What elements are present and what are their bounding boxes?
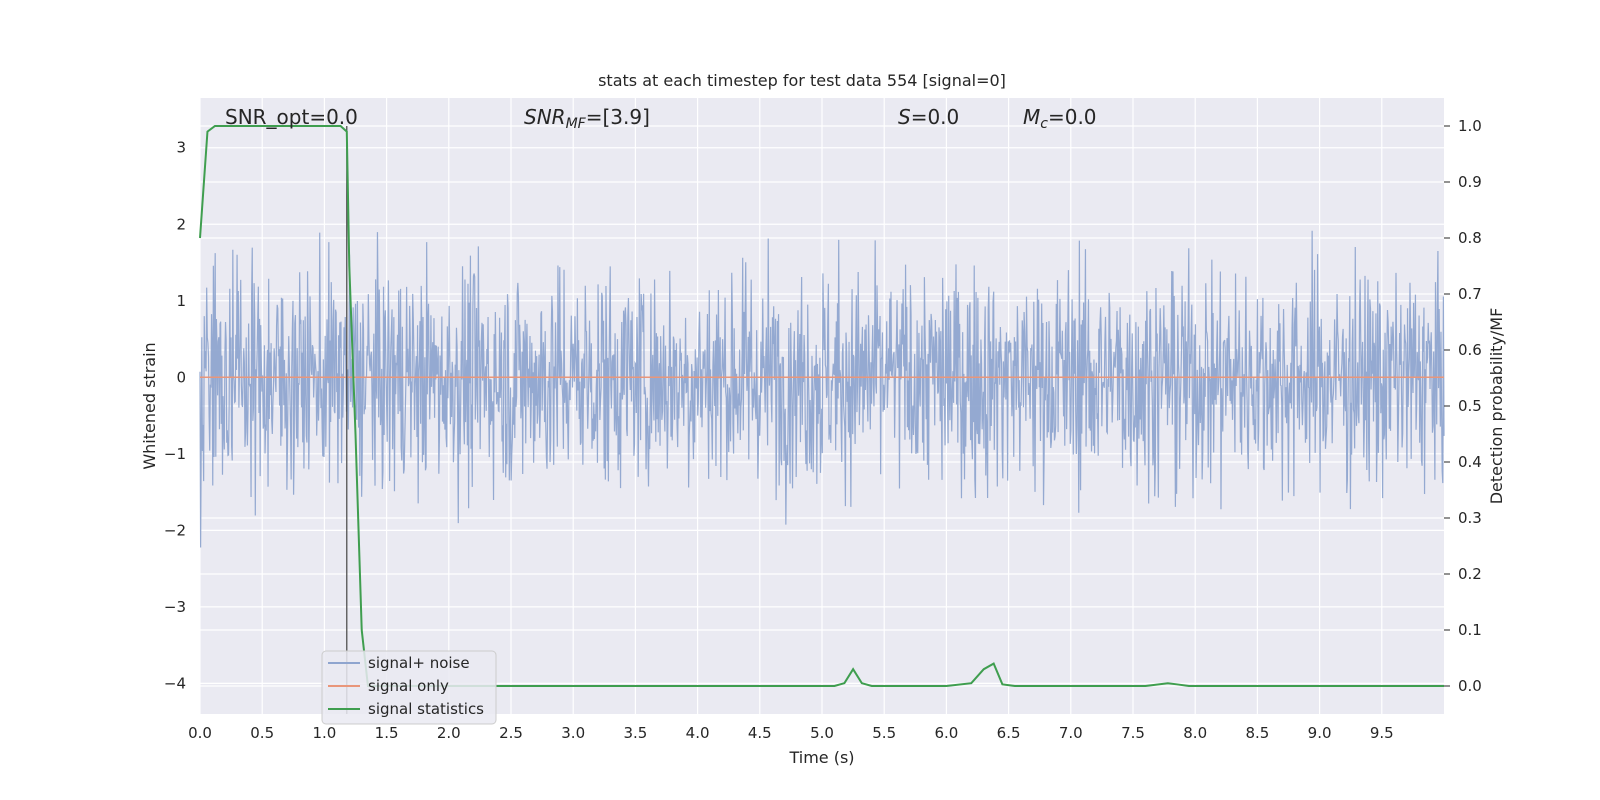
y-right-tick-label: 0.8 [1458, 229, 1482, 247]
x-tick-label: 4.0 [686, 724, 710, 742]
x-tick-label: 5.0 [810, 724, 834, 742]
y-left-tick-label: 2 [176, 215, 186, 233]
x-tick-label: 2.0 [437, 724, 461, 742]
legend-box [321, 650, 497, 725]
y-left-tick-label: −1 [164, 445, 186, 463]
y-left-tick-label: 3 [176, 139, 186, 157]
x-tick-label: 0.0 [188, 724, 212, 742]
annotation-mc: Mc=0.0 [1023, 105, 1097, 132]
y-left-tick-label: −4 [164, 674, 186, 692]
x-tick-label: 1.5 [375, 724, 399, 742]
x-tick-label: 3.0 [561, 724, 585, 742]
legend-label-signal-only: signal only [368, 677, 449, 695]
x-tick-label: 6.5 [997, 724, 1021, 742]
x-tick-label: 8.0 [1183, 724, 1207, 742]
x-axis-ticks: 0.0 0.5 1.0 1.5 2.0 2.5 3.0 3.5 4.0 4.5 5.0 5.5 6.0 6… [188, 724, 1394, 742]
x-tick-label: 7.5 [1121, 724, 1145, 742]
y-left-axis-ticks: 3 2 1 0 −1 −2 −3 −4 [164, 139, 186, 693]
y-left-tick-label: 0 [176, 368, 186, 386]
y-right-tick-label: 0.0 [1458, 677, 1482, 695]
annotation-snr-opt: SNR_opt=0.0 [225, 105, 358, 129]
y-left-tick-label: −2 [164, 521, 186, 539]
y-right-axis-label: Detection probability/MF [1487, 308, 1506, 505]
x-tick-label: 6.0 [934, 724, 958, 742]
annotation-snr-mf-symbol: SNR [524, 105, 566, 129]
y-right-tick-label: 0.6 [1458, 341, 1482, 359]
y-left-axis-label: Whitened strain [140, 342, 159, 469]
series-signal-statistics [199, 125, 1444, 687]
annotation-snr-mf: SNRMF=[3.9] [524, 105, 650, 132]
y-right-tick-label: 0.5 [1458, 397, 1482, 415]
x-tick-label: 8.5 [1245, 724, 1269, 742]
y-right-tick-label: 0.9 [1458, 173, 1482, 191]
y-right-tick-label: 0.4 [1458, 453, 1482, 471]
x-tick-label: 7.0 [1059, 724, 1083, 742]
x-tick-label: 4.5 [748, 724, 772, 742]
legend-label-signal-plus-noise: signal+ noise [368, 654, 470, 672]
y-right-tick-label: 0.3 [1458, 509, 1482, 527]
y-right-tick-label: 1.0 [1458, 117, 1482, 135]
legend: signal+ noise signal only signal statist… [321, 650, 497, 725]
x-tick-label: 0.5 [250, 724, 274, 742]
series-line-signal-plus-noise [199, 230, 1445, 548]
x-tick-label: 5.5 [872, 724, 896, 742]
x-tick-label: 1.0 [312, 724, 336, 742]
y-left-tick-label: 1 [176, 292, 186, 310]
x-tick-label: 3.5 [623, 724, 647, 742]
legend-label-signal-statistics: signal statistics [368, 700, 484, 718]
series-signal-plus-noise [199, 230, 1445, 548]
x-tick-label: 9.5 [1370, 724, 1394, 742]
annotation-s: S=0.0 [898, 105, 959, 129]
y-right-axis-ticks: 1.0 0.9 0.8 0.7 0.6 0.5 0.4 0.3 0.2 0.1 0.0 [1444, 117, 1482, 695]
annotation-snr-mf-value: =[3.9] [586, 105, 650, 129]
x-tick-label: 2.5 [499, 724, 523, 742]
y-right-tick-label: 0.1 [1458, 621, 1482, 639]
x-axis-label: Time (s) [788, 748, 854, 767]
y-left-tick-label: −3 [164, 598, 186, 616]
y-right-tick-label: 0.2 [1458, 565, 1482, 583]
annotation-snr-mf-subscript: MF [566, 116, 587, 132]
annotation-s-symbol: S [898, 105, 911, 129]
y-right-tick-label: 0.7 [1458, 285, 1482, 303]
annotation-s-value: =0.0 [911, 105, 960, 129]
annotation-mc-symbol: M [1023, 105, 1040, 129]
annotation-mc-value: =0.0 [1048, 105, 1097, 129]
chart-title: stats at each timestep for test data 554… [598, 71, 1006, 90]
annotation-mc-subscript: c [1040, 116, 1048, 132]
series-line-signal-statistics [199, 125, 1444, 687]
x-tick-label: 9.0 [1308, 724, 1332, 742]
